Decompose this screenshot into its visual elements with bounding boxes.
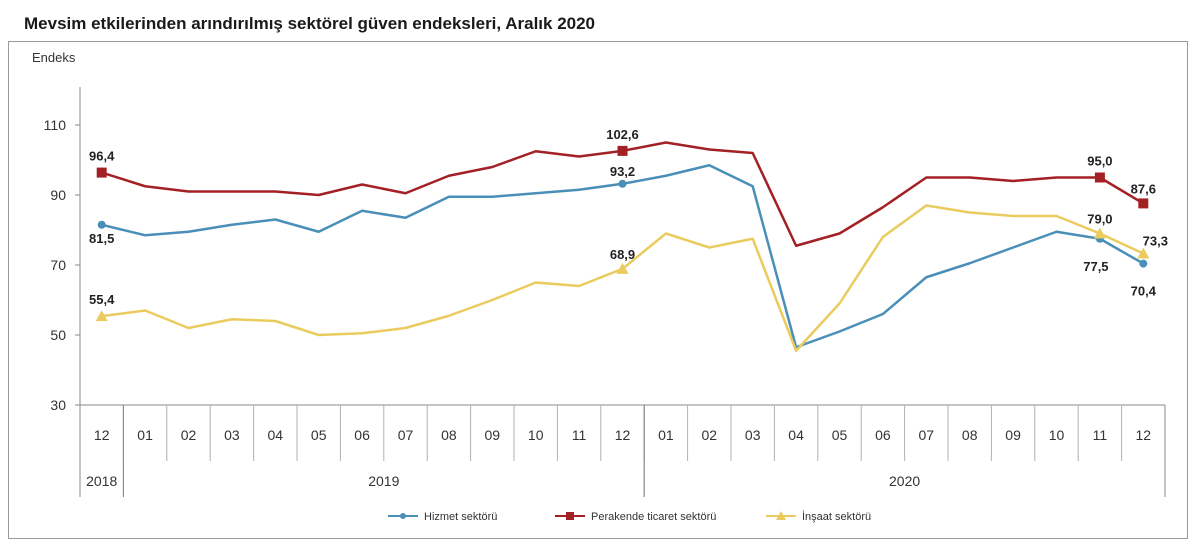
- y-tick-label: 30: [50, 397, 66, 413]
- data-label: 102,6: [606, 127, 639, 142]
- x-tick-label: 10: [1049, 427, 1065, 443]
- legend-marker: [400, 513, 406, 519]
- data-point-marker: [1138, 198, 1149, 209]
- series-line-1: [101, 141, 1144, 247]
- y-axis-label: Endeks: [32, 50, 76, 65]
- x-tick-label: 08: [441, 427, 457, 443]
- data-point-marker: [1137, 247, 1150, 259]
- legend-marker: [776, 511, 786, 520]
- x-tick-label: 08: [962, 427, 978, 443]
- legend-label: İnşaat sektörü: [802, 510, 871, 523]
- x-tick-label: 09: [485, 427, 501, 443]
- x-tick-label: 07: [919, 427, 935, 443]
- y-tick-label: 90: [50, 187, 66, 203]
- data-point-marker: [1094, 172, 1105, 183]
- legend: Hizmet sektörü Perakende ticaret sektörü İ…: [388, 510, 871, 523]
- x-tick-label: 04: [788, 427, 804, 443]
- data-label: 70,4: [1131, 284, 1157, 299]
- axes: 30 50 70 90 110 12 01 02 03 04 05 06 07 08 09 10 11 12 01 0…: [44, 87, 1166, 497]
- data-point-marker: [618, 179, 627, 188]
- data-label: 68,9: [610, 247, 635, 262]
- legend-label: Hizmet sektörü: [424, 511, 497, 523]
- year-label: 2019: [368, 473, 399, 489]
- data-label: 55,4: [89, 292, 115, 307]
- data-label: 95,0: [1087, 154, 1112, 169]
- series-line-2: [101, 204, 1144, 352]
- x-tick-label: 06: [875, 427, 891, 443]
- data-label: 87,6: [1131, 181, 1156, 196]
- data-label: 79,0: [1087, 212, 1112, 227]
- x-tick-label: 03: [745, 427, 761, 443]
- x-tick-label: 11: [572, 427, 587, 443]
- series-markers: [95, 145, 1150, 322]
- y-tick-label: 70: [50, 257, 66, 273]
- x-tick-label: 10: [528, 427, 544, 443]
- y-tick-label: 110: [44, 117, 67, 133]
- x-tick-label: 01: [658, 427, 674, 443]
- x-tick-label: 12: [1136, 427, 1152, 443]
- x-tick-label: 05: [311, 427, 327, 443]
- x-tick-label: 02: [181, 427, 197, 443]
- x-tick-label: 03: [224, 427, 240, 443]
- legend-marker: [566, 512, 574, 520]
- data-label: 73,3: [1143, 233, 1168, 248]
- data-label: 93,2: [610, 164, 635, 179]
- data-label: 96,4: [89, 149, 115, 164]
- chart-frame: [8, 41, 1188, 539]
- x-tick-label: 04: [268, 427, 284, 443]
- chart-title: Mevsim etkilerinden arındırılmış sektöre…: [24, 14, 596, 33]
- data-point-marker: [97, 220, 106, 229]
- legend-label: Perakende ticaret sektörü: [591, 511, 716, 523]
- data-labels: 81,5 93,2 77,5 70,4 96,4 102,6 95,0 87,6 55,4 68,…: [89, 127, 1168, 307]
- x-tick-label: 12: [615, 427, 631, 443]
- x-tick-label: 11: [1093, 427, 1108, 443]
- data-point-marker: [96, 167, 107, 178]
- x-tick-label: 06: [354, 427, 370, 443]
- x-tick-label: 02: [702, 427, 718, 443]
- x-tick-label: 01: [137, 427, 153, 443]
- year-label: 2018: [86, 473, 117, 489]
- data-point-marker: [616, 262, 629, 274]
- x-tick-label: 12: [94, 427, 110, 443]
- data-point-marker: [617, 145, 628, 156]
- year-label: 2020: [889, 473, 920, 489]
- y-tick-label: 50: [50, 327, 66, 343]
- data-point-marker: [1139, 259, 1148, 268]
- data-label: 81,5: [89, 231, 114, 246]
- data-point-marker: [1093, 227, 1106, 239]
- x-tick-label: 09: [1005, 427, 1021, 443]
- data-label: 77,5: [1083, 259, 1108, 274]
- x-tick-label: 05: [832, 427, 848, 443]
- data-point-marker: [95, 310, 108, 322]
- x-tick-label: 07: [398, 427, 414, 443]
